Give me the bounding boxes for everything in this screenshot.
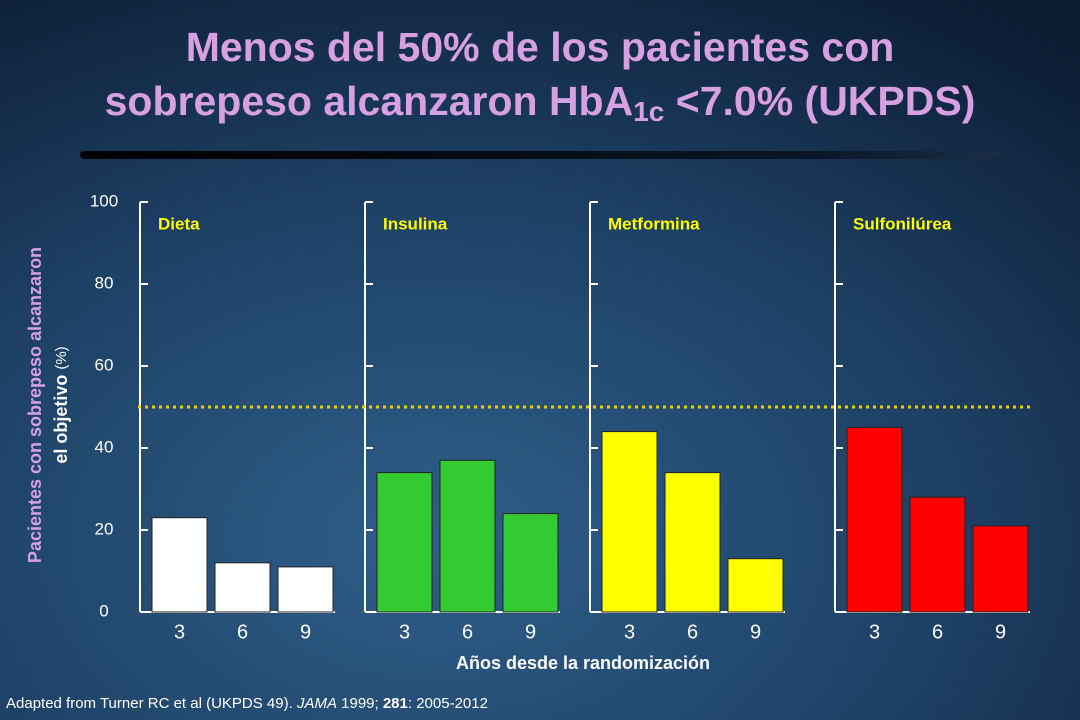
bar — [151, 517, 208, 613]
source: Adapted from Turner RC et al (UKPDS 49).… — [6, 695, 488, 712]
source-text: 1999; — [337, 695, 383, 712]
bar — [664, 472, 721, 613]
x-tick-label: 3 — [399, 621, 410, 643]
title-line1: Menos del 50% de los pacientes con — [186, 24, 895, 70]
x-tick-label: 6 — [932, 621, 943, 643]
source-journal: JAMA — [296, 695, 337, 712]
bar — [909, 496, 966, 613]
bar — [277, 566, 334, 613]
bar — [972, 525, 1029, 613]
x-tick-label: 3 — [869, 621, 880, 643]
y-label-text: el objetivo — [51, 375, 71, 464]
title-subscript: 1c — [633, 96, 664, 127]
source-volume: 281 — [383, 695, 408, 712]
y-tick-label: 20 — [95, 519, 114, 538]
y-label-line1: Pacientes con sobrepeso alcanzaron — [25, 247, 45, 563]
title-line2: sobrepeso alcanzaron HbA1c <7.0% (UKPDS) — [105, 78, 976, 128]
x-tick-label: 9 — [995, 621, 1006, 643]
x-tick-label: 3 — [624, 621, 635, 643]
panel-title: Metformina — [608, 214, 700, 233]
y-tick-label: 40 — [95, 437, 114, 456]
panel-title: Dieta — [158, 214, 200, 233]
x-tick-label: 6 — [687, 621, 698, 643]
x-tick-label: 3 — [174, 621, 185, 643]
panel-title: Insulina — [383, 214, 448, 233]
panel-title: Sulfonilúrea — [853, 214, 952, 233]
title-text: <7.0% (UKPDS) — [664, 78, 975, 124]
x-tick-label: 9 — [525, 621, 536, 643]
x-tick-label: 9 — [750, 621, 761, 643]
bar — [502, 513, 559, 613]
title-rule — [80, 151, 1000, 159]
y-tick-label: 80 — [95, 273, 114, 292]
bar — [376, 472, 433, 613]
source-text: : 2005-2012 — [408, 695, 488, 712]
x-axis-label: Años desde la randomización — [456, 653, 710, 673]
x-tick-label: 9 — [300, 621, 311, 643]
bar — [439, 459, 496, 613]
y-tick-label: 60 — [95, 355, 114, 374]
bar — [727, 558, 784, 613]
y-axis-label: Pacientes con sobrepeso alcanzaron el ob… — [25, 247, 71, 563]
x-tick-label: 6 — [462, 621, 473, 643]
bar — [846, 427, 903, 613]
bar — [601, 431, 658, 613]
title-text: sobrepeso alcanzaron HbA — [105, 78, 634, 124]
source-text: Adapted from Turner RC et al (UKPDS 49). — [6, 695, 297, 712]
y-tick-label: 100 — [90, 191, 118, 210]
bar — [214, 562, 271, 613]
y-tick-label: 0 — [99, 601, 108, 620]
x-tick-label: 6 — [237, 621, 248, 643]
y-label-unit: (%) — [53, 346, 70, 369]
y-label-line2: el objetivo (%) — [51, 346, 71, 463]
